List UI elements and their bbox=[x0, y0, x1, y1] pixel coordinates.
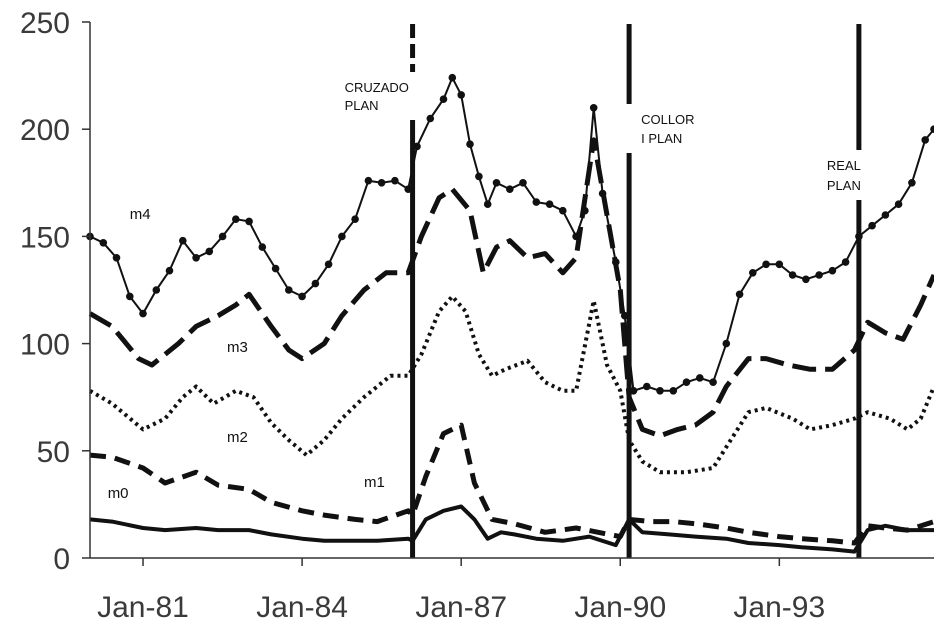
data-point-m4 bbox=[749, 269, 757, 277]
data-point-m4 bbox=[475, 172, 483, 181]
data-point-m4 bbox=[112, 253, 121, 262]
data-point-m4 bbox=[232, 215, 240, 223]
data-point-m4 bbox=[762, 260, 770, 269]
data-point-m4 bbox=[338, 232, 346, 241]
data-point-m4 bbox=[492, 179, 501, 187]
data-point-m4 bbox=[271, 264, 280, 273]
series-line-m1 bbox=[89, 422, 934, 546]
data-point-m4 bbox=[559, 206, 567, 215]
x-tick-label: Jan-81 bbox=[97, 591, 189, 623]
event-label: PLAN bbox=[345, 98, 379, 113]
data-point-m4 bbox=[802, 275, 810, 284]
series-label-m2: m2 bbox=[227, 429, 248, 446]
series-line-m0 bbox=[89, 504, 934, 554]
y-tick-label: 200 bbox=[20, 114, 70, 147]
data-point-m4 bbox=[245, 217, 253, 226]
data-point-m4 bbox=[506, 185, 514, 193]
data-point-m4 bbox=[709, 378, 717, 387]
data-point-m4 bbox=[589, 104, 598, 112]
event-label: I PLAN bbox=[641, 131, 682, 146]
data-point-m4 bbox=[439, 95, 448, 103]
data-point-m4 bbox=[413, 142, 421, 151]
data-point-m4 bbox=[205, 247, 214, 256]
x-tick-label: Jan-87 bbox=[415, 591, 507, 623]
data-point-m4 bbox=[218, 232, 227, 241]
data-point-m4 bbox=[152, 286, 161, 294]
data-point-m4 bbox=[483, 200, 492, 208]
event-label: PLAN bbox=[827, 178, 861, 193]
series-line-m2 bbox=[88, 294, 934, 475]
event-label: COLLOR bbox=[641, 112, 694, 127]
data-point-m4 bbox=[179, 236, 187, 245]
data-point-m4 bbox=[643, 382, 651, 391]
y-tick-label: 50 bbox=[37, 436, 70, 469]
data-point-m4 bbox=[828, 266, 837, 275]
data-point-m4 bbox=[788, 271, 797, 279]
data-point-m4 bbox=[311, 279, 320, 288]
data-point-m4 bbox=[532, 198, 541, 206]
data-point-m4 bbox=[457, 91, 466, 99]
data-point-m4 bbox=[908, 179, 916, 187]
data-point-m4 bbox=[656, 387, 664, 395]
y-tick-label: 0 bbox=[53, 543, 70, 576]
data-point-m4 bbox=[669, 387, 678, 395]
data-point-m4 bbox=[285, 286, 293, 294]
data-point-m4 bbox=[364, 176, 373, 185]
y-tick-label: 150 bbox=[20, 221, 70, 254]
series-label-m3: m3 bbox=[227, 339, 248, 356]
data-point-m4 bbox=[99, 239, 108, 247]
x-tick-label: Jan-90 bbox=[574, 591, 666, 623]
data-point-m4 bbox=[448, 73, 457, 82]
data-point-m4 bbox=[324, 260, 333, 269]
data-point-m4 bbox=[258, 243, 267, 251]
series-label-m0: m0 bbox=[108, 485, 129, 502]
data-point-m4 bbox=[351, 215, 359, 223]
data-point-m4 bbox=[391, 176, 399, 185]
y-tick-label: 100 bbox=[20, 329, 70, 362]
series-label-m4: m4 bbox=[130, 206, 151, 223]
data-point-m4 bbox=[466, 140, 474, 148]
data-point-m4 bbox=[298, 292, 306, 301]
data-point-m4 bbox=[165, 266, 174, 275]
data-point-m4 bbox=[126, 292, 134, 301]
event-label: CRUZADO bbox=[345, 80, 409, 95]
data-point-m4 bbox=[868, 221, 876, 230]
data-point-m4 bbox=[629, 387, 638, 395]
data-point-m4 bbox=[921, 136, 929, 144]
series-line-m4 bbox=[89, 76, 934, 392]
data-point-m4 bbox=[894, 200, 903, 208]
data-point-m4 bbox=[519, 179, 527, 187]
x-tick-label: Jan-93 bbox=[733, 591, 825, 623]
data-point-m4 bbox=[682, 378, 691, 387]
data-point-m4 bbox=[722, 339, 731, 348]
data-point-m4 bbox=[426, 114, 435, 123]
data-point-m4 bbox=[192, 253, 200, 262]
data-point-m4 bbox=[841, 258, 850, 266]
y-tick-label: 250 bbox=[20, 7, 70, 40]
series-line-m3 bbox=[88, 137, 934, 439]
data-point-m4 bbox=[775, 260, 784, 269]
data-point-m4 bbox=[545, 200, 554, 208]
data-point-m4 bbox=[139, 309, 147, 318]
data-point-m4 bbox=[735, 290, 744, 299]
event-label: REAL bbox=[827, 158, 861, 173]
x-tick-label: Jan-84 bbox=[256, 591, 348, 623]
data-point-m4 bbox=[930, 125, 934, 133]
data-point-m4 bbox=[881, 211, 890, 219]
series-label-m1: m1 bbox=[364, 474, 385, 491]
data-point-m4 bbox=[377, 179, 386, 187]
data-point-m4 bbox=[815, 271, 823, 279]
data-point-m4 bbox=[696, 374, 704, 382]
